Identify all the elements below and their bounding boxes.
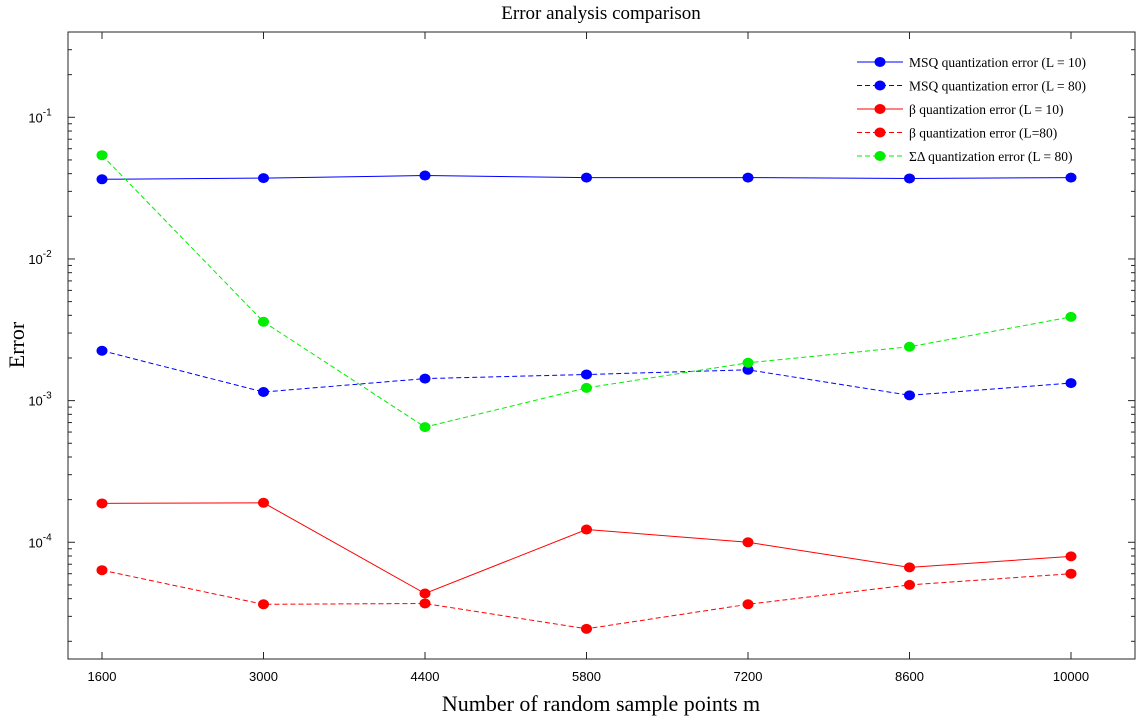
data-point	[904, 173, 915, 184]
x-axis-ticks: 1600 3000 4400 5800 7200 8600 10000	[88, 32, 1089, 684]
data-point	[258, 497, 269, 508]
data-point	[419, 373, 431, 384]
series-layer	[96, 150, 1077, 634]
data-point	[904, 562, 915, 573]
legend-label: MSQ quantization error (L = 80)	[909, 79, 1086, 94]
legend-label: β quantization error (L=80)	[909, 126, 1057, 141]
y-tick-label: 10-4	[28, 532, 52, 550]
data-point	[581, 382, 592, 393]
data-point	[1065, 551, 1077, 562]
x-tick-label: 1600	[88, 669, 117, 684]
data-point	[742, 537, 754, 548]
data-point	[419, 598, 431, 609]
series-line	[101, 569, 1072, 630]
x-tick-label: 3000	[249, 669, 278, 684]
data-point	[904, 341, 915, 352]
x-tick-label: 5800	[572, 669, 601, 684]
data-point	[96, 150, 108, 161]
series-3	[96, 497, 1077, 599]
y-tick-label: 10-1	[28, 107, 52, 125]
legend-marker	[874, 80, 886, 91]
y-axis-ticks: 10-1 10-2 10-3 10-4	[28, 31, 1135, 642]
x-tick-label: 8600	[895, 669, 924, 684]
data-point	[419, 422, 431, 433]
legend: MSQ quantization error (L = 10) MSQ quant…	[857, 55, 1086, 164]
series-line	[101, 502, 1072, 595]
legend-label: MSQ quantization error (L = 10)	[909, 55, 1086, 70]
legend-marker	[874, 57, 886, 67]
y-tick-label: 10-2	[28, 249, 52, 267]
data-point	[258, 387, 269, 398]
plot-frame	[67, 31, 1136, 660]
data-point	[581, 369, 592, 380]
series-5	[96, 150, 1077, 433]
legend-marker	[874, 104, 886, 114]
data-point	[742, 364, 754, 375]
y-tick-label: 10-3	[28, 391, 52, 409]
data-point	[1065, 311, 1077, 322]
data-point	[258, 599, 269, 610]
data-point	[96, 345, 108, 356]
x-tick-label: 7200	[734, 669, 763, 684]
chart-title: Error analysis comparison	[501, 3, 701, 24]
data-point	[96, 498, 108, 509]
data-point	[419, 170, 431, 181]
data-point	[742, 357, 754, 368]
data-point	[1065, 378, 1077, 389]
data-point	[1065, 568, 1077, 579]
data-point	[742, 599, 754, 610]
y-axis-label: Error	[4, 321, 29, 368]
data-point	[1065, 172, 1077, 183]
data-point	[581, 172, 592, 183]
legend-marker	[874, 151, 886, 161]
legend-label: ΣΔ quantization error (L = 80)	[909, 149, 1072, 164]
legend-marker	[874, 127, 886, 138]
data-point	[258, 173, 269, 184]
data-point	[904, 390, 915, 401]
x-tick-label: 10000	[1053, 669, 1089, 684]
series-4	[96, 565, 1077, 634]
data-point	[96, 174, 108, 185]
series-2	[96, 345, 1077, 401]
data-point	[419, 588, 431, 599]
series-1	[96, 170, 1077, 185]
data-point	[581, 623, 592, 634]
data-point	[742, 172, 754, 183]
legend-label: β quantization error (L = 10)	[909, 102, 1064, 117]
data-point	[581, 524, 592, 535]
data-point	[258, 316, 269, 327]
x-tick-label: 4400	[411, 669, 440, 684]
data-point	[904, 579, 915, 590]
data-point	[96, 565, 108, 576]
x-axis-label: Number of random sample points m	[442, 691, 760, 716]
